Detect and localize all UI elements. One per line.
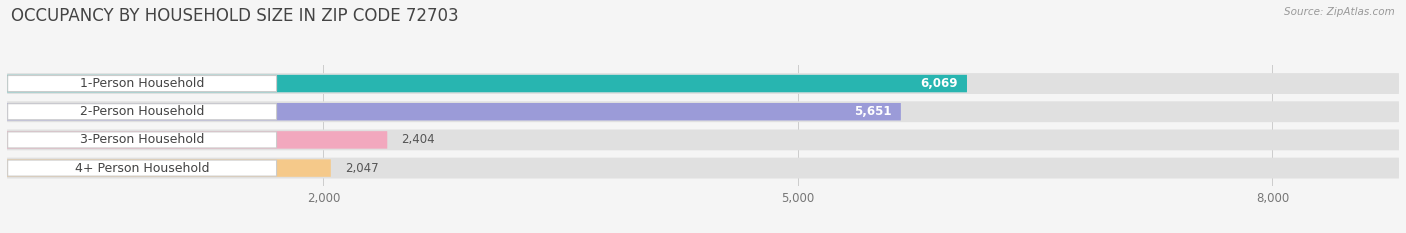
- Text: 2,404: 2,404: [402, 134, 434, 146]
- Text: 1-Person Household: 1-Person Household: [80, 77, 204, 90]
- Text: 2-Person Household: 2-Person Household: [80, 105, 204, 118]
- Text: 3-Person Household: 3-Person Household: [80, 134, 204, 146]
- FancyBboxPatch shape: [7, 130, 1399, 150]
- Text: 5,651: 5,651: [853, 105, 891, 118]
- FancyBboxPatch shape: [7, 160, 277, 176]
- FancyBboxPatch shape: [7, 73, 1399, 94]
- Text: 2,047: 2,047: [344, 161, 378, 175]
- Text: 6,069: 6,069: [920, 77, 957, 90]
- Text: 4+ Person Household: 4+ Person Household: [75, 161, 209, 175]
- FancyBboxPatch shape: [7, 131, 387, 149]
- FancyBboxPatch shape: [7, 158, 1399, 178]
- FancyBboxPatch shape: [7, 132, 277, 148]
- FancyBboxPatch shape: [7, 75, 967, 92]
- FancyBboxPatch shape: [7, 101, 1399, 122]
- FancyBboxPatch shape: [7, 159, 330, 177]
- Text: OCCUPANCY BY HOUSEHOLD SIZE IN ZIP CODE 72703: OCCUPANCY BY HOUSEHOLD SIZE IN ZIP CODE …: [11, 7, 458, 25]
- Text: Source: ZipAtlas.com: Source: ZipAtlas.com: [1284, 7, 1395, 17]
- FancyBboxPatch shape: [7, 75, 277, 92]
- FancyBboxPatch shape: [7, 103, 901, 120]
- FancyBboxPatch shape: [7, 104, 277, 120]
